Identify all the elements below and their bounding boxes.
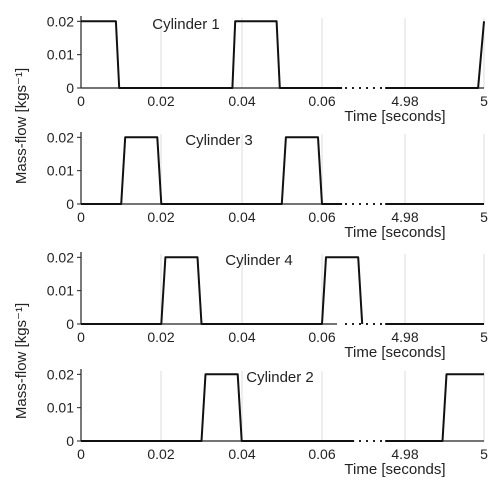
x-tick-label: 0.02 (147, 446, 174, 462)
panel-title: Cylinder 4 (225, 252, 293, 269)
x-tick-label: 0.06 (308, 209, 335, 225)
y-tick-label: 0 (66, 316, 74, 332)
mass-flow-series-segment-2 (385, 373, 484, 442)
y-tick-label: 0.02 (47, 366, 74, 382)
y-tick-label: 0.01 (47, 283, 74, 299)
x-tick-label: 0.02 (147, 209, 174, 225)
x-axis-label: Time [seconds] (344, 344, 445, 361)
panel-2: 0 0.01 0.02 0 0.02 0.04 0.06 4.98 5 Time [seconds… (47, 129, 488, 241)
y-tick-label: 0 (66, 80, 74, 96)
x-axis-label: Time [seconds] (344, 108, 445, 125)
x-tick-label: 5 (480, 446, 488, 462)
x-tick-label: 5 (480, 329, 488, 345)
panel-title: Cylinder 3 (185, 132, 253, 149)
x-axis-label: Time [seconds] (344, 461, 445, 478)
x-tick-label: 0.04 (228, 329, 255, 345)
x-tick-label: 5 (480, 209, 488, 225)
panel-1: 0 0.01 0.02 0 0.02 0.04 0.06 4.98 5 Time [seconds… (47, 13, 488, 125)
panel-title: Cylinder 2 (246, 369, 314, 386)
x-tick-label: 0 (77, 209, 85, 225)
x-tick-label: 4.98 (391, 446, 418, 462)
y-axis-label-lower: Mass-flow [kgs⁻¹] (13, 303, 30, 419)
y-tick-label: 0.01 (47, 163, 74, 179)
x-tick-label: 4.98 (391, 93, 418, 109)
x-tick-label: 0.04 (228, 446, 255, 462)
x-tick-label: 0.02 (147, 93, 174, 109)
y-tick-label: 0.02 (47, 249, 74, 265)
mass-flow-series-segment-1 (81, 256, 364, 325)
y-axis-label-upper: Mass-flow [kgs⁻¹] (13, 68, 30, 184)
panel-3: 0 0.01 0.02 0 0.02 0.04 0.06 4.98 5 Time [seconds… (47, 249, 488, 361)
x-tick-label: 0.06 (308, 93, 335, 109)
x-tick-label: 0 (77, 329, 85, 345)
x-tick-label: 0.06 (308, 446, 335, 462)
x-tick-label: 0.04 (228, 209, 255, 225)
mass-flow-series-segment-1 (81, 136, 343, 205)
y-tick-label: 0.01 (47, 47, 74, 63)
panel-4: 0 0.01 0.02 0 0.02 0.04 0.06 4.98 5 Time [seconds… (47, 366, 488, 478)
mass-flow-series-segment-1 (81, 20, 343, 89)
x-tick-label: 0 (77, 93, 85, 109)
x-tick-label: 4.98 (391, 209, 418, 225)
y-tick-label: 0.01 (47, 400, 74, 416)
x-tick-label: 0.06 (308, 329, 335, 345)
mass-flow-series-segment-2 (385, 21, 485, 89)
x-tick-label: 5 (480, 93, 488, 109)
y-tick-label: 0 (66, 196, 74, 212)
x-tick-label: 0 (77, 446, 85, 462)
panel-title: Cylinder 1 (152, 16, 220, 33)
y-tick-label: 0.02 (47, 13, 74, 29)
x-tick-label: 0.04 (228, 93, 255, 109)
x-tick-label: 0.02 (147, 329, 174, 345)
x-tick-label: 4.98 (391, 329, 418, 345)
mass-flow-series-segment-1 (81, 373, 355, 442)
y-tick-label: 0 (66, 433, 74, 449)
y-tick-label: 0.02 (47, 129, 74, 145)
x-axis-label: Time [seconds] (344, 224, 445, 241)
